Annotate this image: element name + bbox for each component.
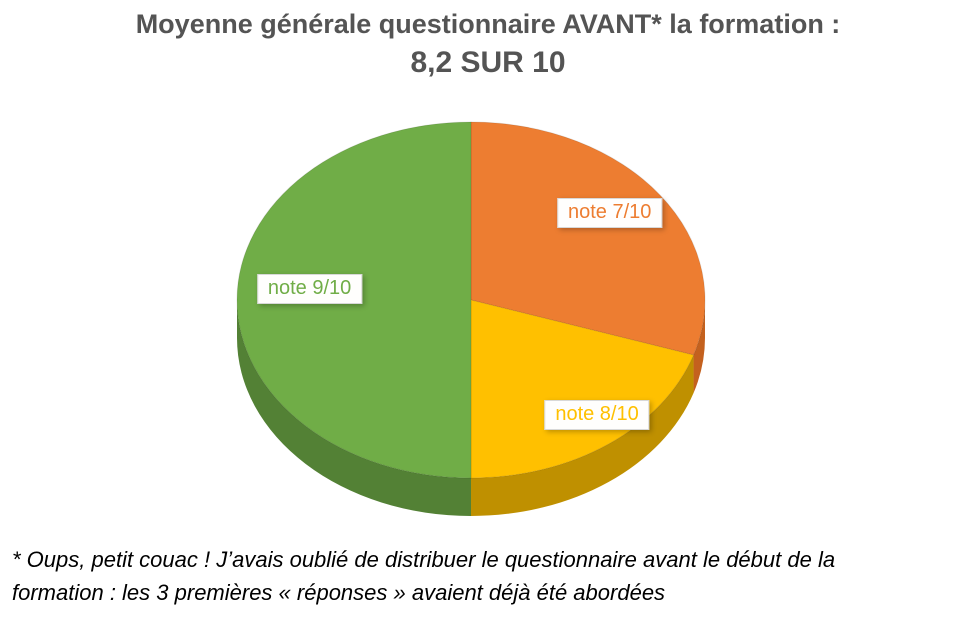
pie-label-note-8-10: note 8/10 bbox=[544, 400, 650, 431]
pie-slice-note-8-10 bbox=[470, 299, 695, 479]
chart-title-line1: Moyenne générale questionnaire AVANT* la… bbox=[135, 9, 841, 39]
pie-label-note-9-10: note 9/10 bbox=[256, 274, 363, 304]
pie-slice-side-note-9-10 bbox=[237, 300, 471, 516]
chart-title: Moyenne générale questionnaire AVANT* la… bbox=[0, 8, 976, 81]
footnote-line2: formation : les 3 premières « réponses »… bbox=[12, 580, 666, 605]
pie-slice-note-7-10 bbox=[470, 121, 706, 356]
footnote-line1: * Oups, petit couac ! J’avais oublié de … bbox=[12, 547, 836, 572]
footnote: * Oups, petit couac ! J’avais oublié de … bbox=[12, 543, 964, 609]
chart-title-line2: 8,2 SUR 10 bbox=[410, 46, 566, 80]
pie-label-note-7-10: note 7/10 bbox=[557, 197, 663, 228]
pie-slice-side-note-8-10 bbox=[471, 355, 694, 516]
pie-slice-side-note-7-10 bbox=[693, 300, 705, 394]
